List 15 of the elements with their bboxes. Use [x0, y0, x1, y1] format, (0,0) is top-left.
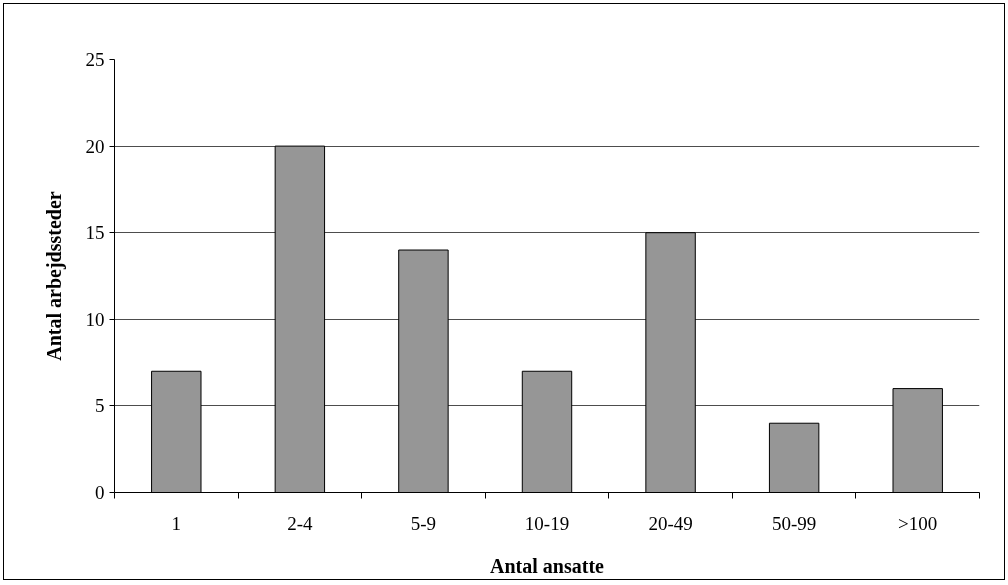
x-tick-label: 10-19 [524, 512, 570, 534]
y-tick-label: 20 [85, 135, 105, 157]
x-tick-label: 20-49 [648, 512, 693, 534]
x-tick-label: 2-4 [287, 512, 314, 534]
y-tick-label: 5 [95, 395, 105, 417]
x-tick-label: 50-99 [771, 512, 817, 534]
x-tick-label: 5-9 [410, 512, 437, 534]
y-axis-title: Antal arbejdssteder [42, 191, 66, 361]
x-tick-label: 1 [171, 512, 182, 534]
x-axis-title: Antal ansatte [490, 554, 605, 577]
y-tick-label: 25 [85, 49, 105, 70]
x-tick-label: >100 [898, 512, 938, 534]
y-tick-label: 15 [85, 222, 105, 244]
y-tick-label: 10 [85, 308, 105, 330]
y-tick-label: 0 [95, 482, 105, 503]
